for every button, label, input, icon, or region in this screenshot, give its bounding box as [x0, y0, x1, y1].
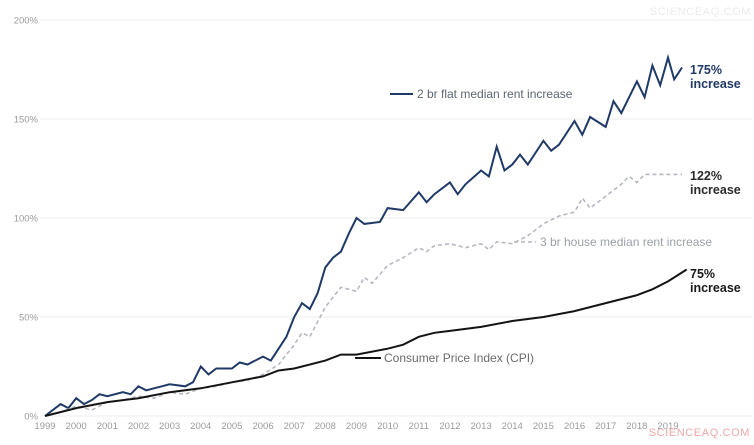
end-value-annotation: 175% increase — [690, 63, 741, 91]
x-tick-label: 2003 — [159, 421, 180, 432]
y-tick-label: 100% — [14, 214, 39, 225]
legend-label: 2 br flat median rent increase — [417, 87, 573, 101]
series-line — [44, 268, 688, 417]
y-tick-label: 150% — [14, 115, 39, 126]
x-tick-label: 2005 — [221, 421, 242, 432]
x-tick-label: 2001 — [97, 421, 118, 432]
series-line — [44, 173, 682, 417]
x-tick-label: 2011 — [409, 421, 429, 432]
x-tick-label: 2012 — [439, 421, 460, 432]
x-tick-label: 2000 — [66, 421, 87, 432]
x-tick-label: 2016 — [564, 421, 585, 432]
watermark-bottom: SCIENCEAQ.COM — [648, 427, 750, 439]
watermark-top: SCIENCEAQ.COM — [649, 6, 751, 18]
x-tick-label: 2017 — [595, 421, 616, 432]
x-tick-label: 2002 — [128, 421, 149, 432]
end-value-annotation: 122% increase — [690, 169, 741, 197]
x-tick-label: 2015 — [533, 421, 554, 432]
y-tick-label: 50% — [19, 313, 39, 324]
legend-label: Consumer Price Index (CPI) — [384, 351, 534, 365]
x-tick-label: 2013 — [471, 421, 492, 432]
x-tick-label: 2014 — [502, 421, 523, 432]
x-tick-label: 2009 — [346, 421, 367, 432]
x-tick-label: 1999 — [34, 421, 55, 432]
x-tick-label: 2010 — [377, 421, 398, 432]
x-tick-label: 2004 — [190, 421, 211, 432]
legend-label: 3 br house median rent increase — [540, 235, 712, 249]
y-tick-label: 0% — [24, 412, 38, 423]
x-tick-label: 2019 — [657, 421, 678, 432]
x-tick-label: 2018 — [626, 421, 647, 432]
end-value-annotation: 75% increase — [690, 267, 741, 295]
x-tick-label: 2008 — [315, 421, 336, 432]
y-tick-label: 200% — [14, 16, 39, 27]
x-tick-label: 2006 — [252, 421, 273, 432]
series-line — [44, 53, 683, 417]
x-tick-label: 2007 — [284, 421, 305, 432]
